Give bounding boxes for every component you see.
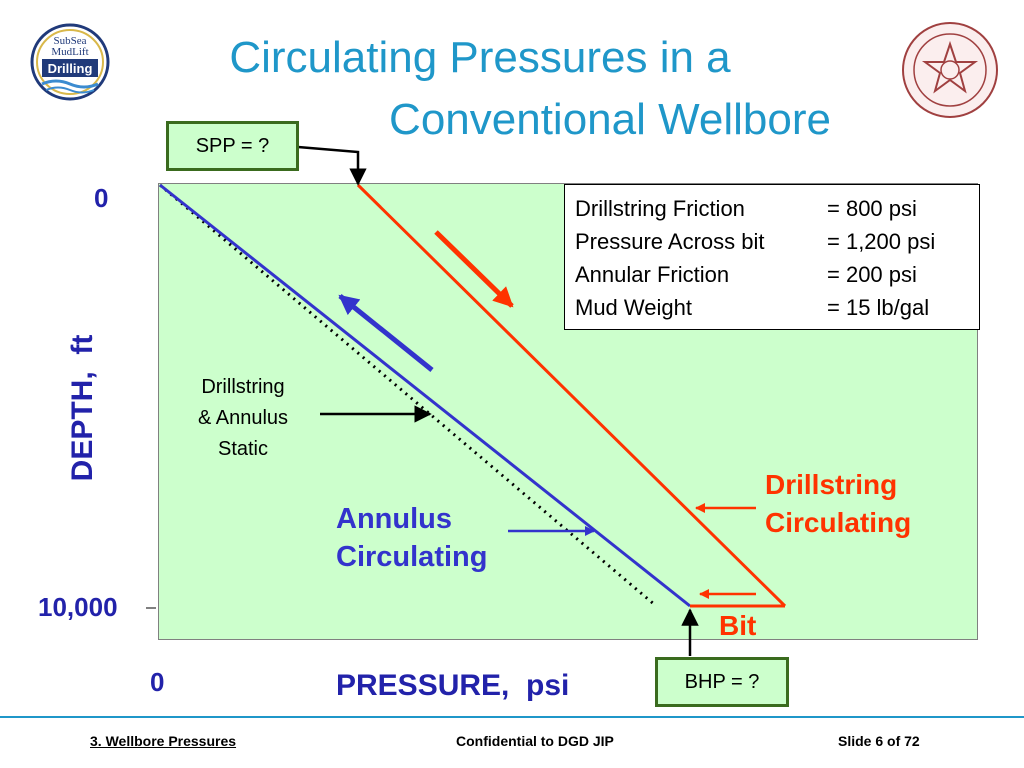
footer-divider xyxy=(0,716,1024,718)
spp-box: SPP = ? xyxy=(166,121,299,171)
footer-section: 3. Wellbore Pressures xyxy=(90,733,237,749)
footer-slide-number: Slide 6 of 72 xyxy=(838,733,920,749)
param-row: Mud Weight = 15 lb/gal xyxy=(575,291,979,324)
annulus-flow-arrow xyxy=(338,294,434,372)
annulus-circulating-line xyxy=(159,183,691,608)
drillstring-label-line: Drillstring xyxy=(765,469,898,500)
x-axis-label: PRESSURE, psi xyxy=(336,669,570,702)
param-label: Annular Friction xyxy=(575,262,730,287)
spp-pointer-arrow xyxy=(297,145,367,186)
pressure-origin-tick: 0 xyxy=(150,667,165,697)
annulus-circulating-label: Annulus Circulating xyxy=(336,500,487,576)
parameters-box: Drillstring Friction = 800 psi Pressure A… xyxy=(564,184,980,330)
static-label-line: Drillstring xyxy=(201,376,285,398)
drillstring-circulating-line xyxy=(356,183,787,608)
param-row: Annular Friction = 200 psi xyxy=(575,258,979,291)
param-value: = 800 psi xyxy=(827,196,917,221)
annulus-label-line: Circulating xyxy=(336,541,488,573)
param-value: = 15 lb/gal xyxy=(827,295,930,320)
bit-label: Bit xyxy=(719,610,757,641)
param-label: Mud Weight xyxy=(575,295,692,320)
svg-text:MudLift: MudLift xyxy=(51,46,88,58)
bhp-box: BHP = ? xyxy=(655,657,789,707)
slide-title-line2: Conventional Wellbore xyxy=(389,95,831,144)
svg-text:Drilling: Drilling xyxy=(48,61,93,76)
param-value: = 200 psi xyxy=(827,262,917,287)
depth-top-tick: 0 xyxy=(94,183,109,213)
static-label-line: & Annulus xyxy=(197,407,289,429)
param-label: Drillstring Friction xyxy=(575,196,745,221)
y-axis-label: DEPTH, ft xyxy=(66,334,99,482)
param-value: = 1,200 psi xyxy=(827,229,936,254)
footer-confidential: Confidential to DGD JIP xyxy=(456,733,614,749)
drillstring-circulating-label: Drillstring Circulating xyxy=(765,466,911,542)
param-row: Drillstring Friction = 800 psi xyxy=(575,192,979,225)
university-seal-logo xyxy=(898,18,1002,122)
subsea-mudlift-logo: SubSea MudLift Drilling xyxy=(28,22,112,102)
slide-title-line1: Circulating Pressures in a xyxy=(229,33,731,82)
static-pressure-line xyxy=(159,183,656,607)
svg-text:SubSea: SubSea xyxy=(54,35,87,47)
param-row: Pressure Across bit = 1,200 psi xyxy=(575,225,979,258)
static-label-line: Static xyxy=(217,438,269,460)
spp-label: SPP = ? xyxy=(195,135,270,157)
param-label: Pressure Across bit xyxy=(575,229,765,254)
annulus-label-line: Annulus xyxy=(336,503,452,535)
depth-bottom-tick: 10,000 xyxy=(38,592,118,622)
bhp-label: BHP = ? xyxy=(684,671,760,693)
drillstring-flow-arrow xyxy=(434,230,514,308)
static-label: Drillstring & Annulus Static xyxy=(170,372,316,465)
drillstring-label-line: Circulating xyxy=(765,507,912,538)
